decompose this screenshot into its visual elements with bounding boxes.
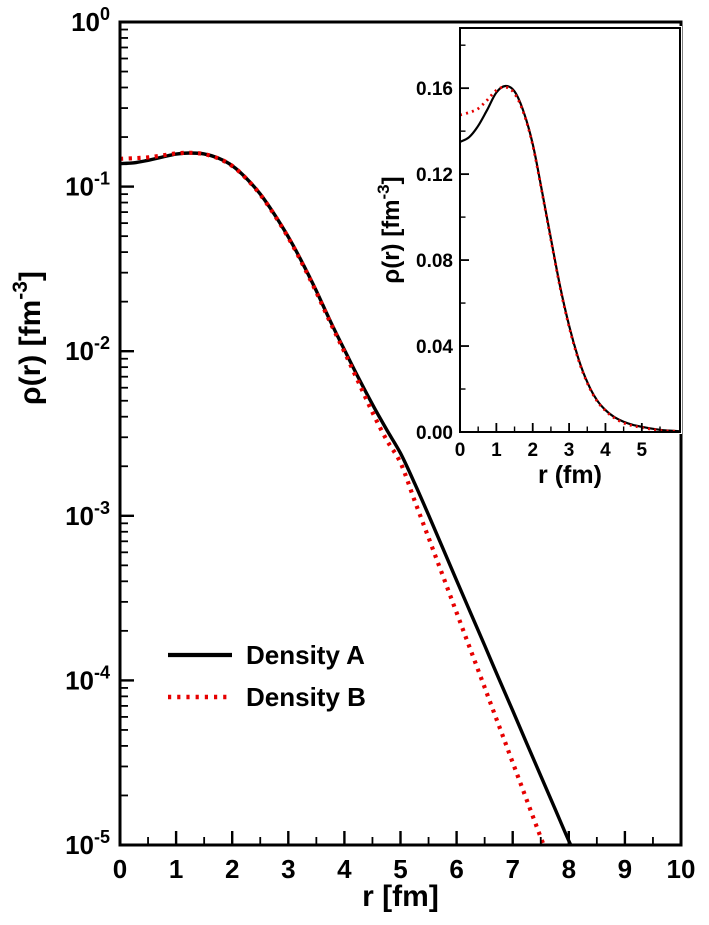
main-x-tick-label: 6 [449, 854, 463, 884]
inset-tick-labels: 0 1 2 3 4 5 0.00 0.04 0.08 0.12 0.16 [416, 79, 648, 461]
inset-background [458, 26, 682, 434]
main-y-tick-label: 100 [71, 4, 110, 37]
legend: Density A Density B [168, 640, 366, 712]
inset-x-tick-label: 2 [527, 440, 538, 461]
main-x-tick-label: 2 [225, 854, 239, 884]
main-y-tick-label: 10-4 [65, 662, 110, 695]
main-x-tick-label: 5 [393, 854, 407, 884]
main-y-tick-label: 10-2 [65, 333, 110, 366]
main-x-tick-label: 9 [618, 854, 632, 884]
legend-label-density-b: Density B [246, 682, 366, 712]
main-x-tick-label: 3 [281, 854, 295, 884]
main-x-tick-label: 1 [169, 854, 183, 884]
main-y-axis-label: ρ(r) [fm-3] [9, 271, 47, 405]
inset-plot: 0 1 2 3 4 5 0.00 0.04 0.08 0.12 0.16 ρ(r) [fm-3] r (… [374, 26, 682, 489]
inset-y-tick-label: 0.08 [416, 251, 453, 272]
inset-y-axis-label: ρ(r) [fm-3] [374, 176, 405, 283]
main-x-tick-label: 7 [505, 854, 519, 884]
main-x-tick-label: 0 [113, 854, 127, 884]
inset-y-tick-label: 0.04 [416, 337, 453, 358]
main-plot: 0 1 2 3 4 5 6 7 8 9 1010010-110-210-310-410-5ρ(r) … [9, 4, 695, 913]
inset-y-tick-label: 0.12 [416, 165, 453, 186]
inset-y-tick-label: 0.00 [416, 423, 453, 444]
main-x-tick-label: 8 [562, 854, 576, 884]
main-x-tick-label: 4 [337, 854, 352, 884]
density-b-curve [120, 150, 546, 845]
density-a-curve [120, 151, 573, 845]
main-y-tick-label: 10-5 [65, 827, 110, 860]
main-y-tick-label: 10-1 [65, 169, 110, 202]
inset-x-tick-label: 0 [455, 440, 466, 461]
inset-plot-border [459, 27, 681, 433]
inset-x-axis-label: r (fm) [538, 461, 602, 489]
inset-x-tick-label: 3 [564, 440, 575, 461]
inset-x-tick-label: 5 [637, 440, 648, 461]
main-y-tick-label: 10-3 [65, 498, 110, 531]
main-x-axis-label: r [fm] [362, 880, 439, 913]
main-x-tick-label: 10 [667, 854, 696, 884]
inset-x-tick-label: 1 [491, 440, 502, 461]
inset-y-tick-label: 0.16 [416, 79, 453, 100]
inset-ticks [461, 44, 661, 431]
main-ticks [121, 28, 654, 844]
legend-label-density-a: Density A [246, 640, 365, 670]
inset-x-tick-label: 4 [600, 440, 611, 461]
